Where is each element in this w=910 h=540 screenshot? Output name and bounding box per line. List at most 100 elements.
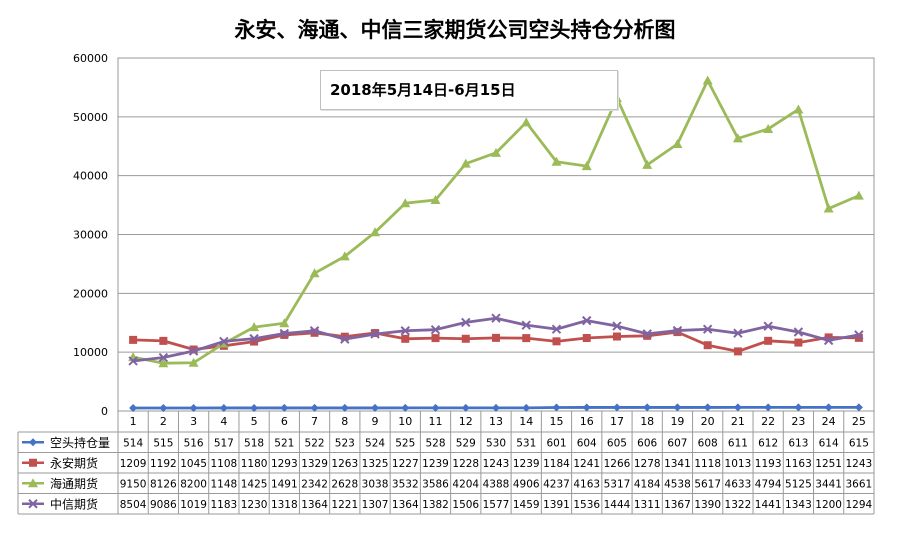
- data-label: 1364: [392, 499, 419, 511]
- x-tick-label: 6: [281, 415, 288, 428]
- data-label: 4388: [483, 478, 510, 490]
- data-point: [188, 346, 199, 356]
- data-label: 4237: [543, 478, 570, 490]
- data-label: 522: [305, 437, 325, 449]
- data-point: [764, 336, 773, 345]
- data-point: [672, 139, 683, 149]
- data-point: [522, 334, 531, 343]
- data-label: 1200: [815, 499, 842, 511]
- data-point: [279, 328, 290, 339]
- data-point: [29, 438, 37, 447]
- data-label: 4163: [573, 478, 600, 490]
- data-label: 1382: [422, 499, 449, 511]
- data-label: 1391: [543, 499, 570, 511]
- data-point: [401, 403, 410, 412]
- data-label: 601: [546, 437, 566, 449]
- data-point: [672, 325, 683, 336]
- data-point: [763, 123, 774, 133]
- data-label: 5317: [604, 478, 631, 490]
- data-point: [854, 333, 863, 342]
- data-point: [159, 403, 168, 412]
- data-label: 605: [607, 437, 627, 449]
- data-point: [793, 327, 804, 337]
- data-label: 518: [244, 437, 264, 449]
- data-point: [128, 356, 138, 366]
- data-label: 1364: [301, 499, 328, 511]
- data-label: 607: [667, 437, 687, 449]
- data-label: 1536: [573, 499, 600, 511]
- data-label: 1019: [180, 499, 207, 511]
- data-point: [794, 338, 803, 347]
- data-label: 1239: [422, 458, 449, 470]
- data-point: [280, 330, 289, 339]
- data-label: 9150: [120, 478, 147, 490]
- data-point: [400, 198, 411, 208]
- data-point: [279, 318, 290, 328]
- data-point: [702, 324, 713, 334]
- data-point: [551, 324, 562, 334]
- y-tick-label: 60000: [73, 52, 108, 65]
- data-label: 523: [335, 437, 355, 449]
- x-tick-label: 4: [220, 415, 227, 428]
- data-label: 515: [153, 437, 173, 449]
- data-label: 4906: [513, 478, 540, 490]
- data-point: [310, 328, 319, 337]
- data-label: 1343: [785, 499, 812, 511]
- data-point: [430, 324, 441, 335]
- data-point: [853, 190, 864, 200]
- x-tick-label: 11: [429, 415, 443, 428]
- data-label: 514: [123, 437, 143, 449]
- data-label: 615: [849, 437, 869, 449]
- data-point: [491, 147, 501, 157]
- y-tick-label: 10000: [73, 346, 108, 359]
- data-label: 5617: [694, 478, 721, 490]
- data-point: [582, 403, 591, 412]
- data-label: 1506: [452, 499, 479, 511]
- data-point: [310, 403, 319, 412]
- data-label: 611: [728, 437, 748, 449]
- data-label: 9086: [150, 499, 177, 511]
- data-label: 1459: [513, 499, 540, 511]
- data-point: [521, 320, 531, 330]
- data-point: [823, 203, 834, 213]
- data-point: [309, 326, 320, 336]
- data-label: 613: [788, 437, 808, 449]
- x-tick-label: 25: [852, 415, 866, 428]
- x-tick-label: 23: [791, 415, 805, 428]
- data-point: [250, 337, 259, 346]
- data-label: 1183: [210, 499, 237, 511]
- data-point: [431, 334, 440, 343]
- data-label: 1108: [210, 458, 237, 470]
- data-label: 530: [486, 437, 506, 449]
- data-label: 4794: [755, 478, 782, 490]
- data-label: 1045: [180, 458, 207, 470]
- x-tick-label: 18: [640, 415, 654, 428]
- data-label: 4184: [634, 478, 661, 490]
- data-label: 516: [184, 437, 204, 449]
- data-label: 1325: [362, 458, 389, 470]
- x-tick-label: 16: [580, 415, 594, 428]
- data-label: 604: [577, 437, 597, 449]
- y-tick-label: 50000: [73, 111, 108, 124]
- data-label: 529: [456, 437, 476, 449]
- legend-label: 空头持仓量: [50, 435, 110, 450]
- data-point: [732, 133, 743, 143]
- data-point: [219, 336, 229, 347]
- data-point: [431, 403, 440, 412]
- y-tick-label: 20000: [73, 287, 108, 300]
- data-point: [733, 347, 742, 356]
- data-point: [129, 335, 138, 344]
- data-label: 1184: [543, 458, 570, 470]
- data-label: 1228: [452, 458, 479, 470]
- data-point: [370, 329, 380, 339]
- data-point: [29, 458, 37, 467]
- data-point: [158, 358, 169, 368]
- data-label: 1491: [271, 478, 298, 490]
- data-point: [763, 321, 773, 331]
- data-point: [340, 332, 349, 341]
- data-point: [824, 403, 833, 412]
- data-point: [461, 403, 470, 412]
- data-label: 4204: [452, 478, 479, 490]
- data-point: [794, 403, 803, 412]
- x-tick-label: 5: [251, 415, 258, 428]
